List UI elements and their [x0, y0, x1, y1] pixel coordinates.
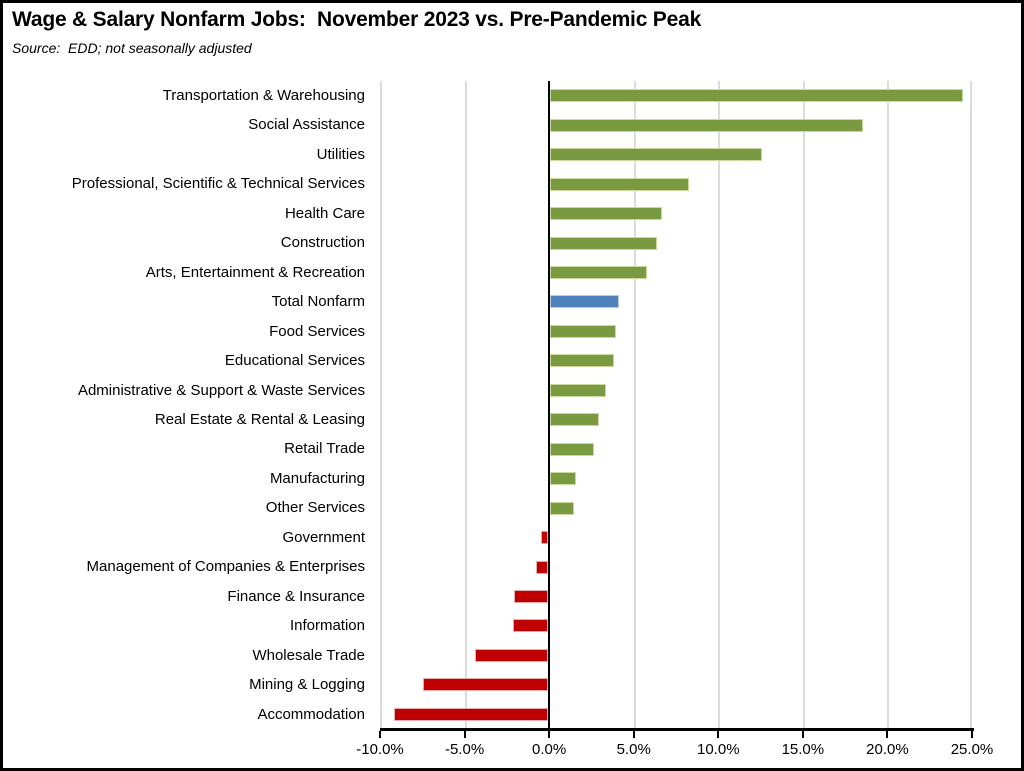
bar — [550, 265, 647, 279]
category-label: Information — [289, 617, 365, 635]
bar — [550, 207, 662, 221]
category-label: Construction — [280, 234, 365, 252]
x-axis-tick — [632, 731, 635, 738]
bar — [550, 324, 617, 338]
category-label: Government — [282, 528, 365, 546]
x-axis-tick — [379, 731, 381, 738]
gridline — [802, 81, 805, 729]
category-label: Health Care — [284, 204, 365, 222]
bar — [536, 560, 549, 574]
bar — [550, 501, 574, 515]
x-axis-tick — [971, 731, 973, 738]
bar — [550, 118, 864, 132]
x-axis-tick-label: 25.0% — [950, 741, 994, 758]
chart-title: Wage & Salary Nonfarm Jobs: November 202… — [12, 8, 702, 31]
category-label: Management of Companies & Enterprises — [86, 558, 365, 576]
plot-area — [380, 81, 972, 729]
x-axis-tick-label: -5.0% — [444, 741, 485, 758]
bar — [550, 236, 657, 250]
bar — [550, 472, 576, 486]
bar — [550, 295, 620, 309]
gridline — [718, 81, 721, 729]
bar — [550, 413, 600, 427]
x-axis-tick — [548, 731, 551, 738]
bar — [550, 383, 606, 397]
category-label: Mining & Logging — [249, 676, 365, 694]
bar — [550, 89, 963, 103]
category-label: Arts, Entertainment & Recreation — [145, 263, 365, 281]
category-label: Educational Services — [224, 352, 365, 370]
x-axis-tick-label: 0.0% — [532, 741, 567, 758]
bar — [541, 531, 549, 545]
x-axis-tick — [801, 731, 804, 738]
bar — [422, 678, 549, 692]
x-axis-tick — [463, 731, 466, 738]
zero-baseline — [548, 81, 551, 729]
category-label: Retail Trade — [284, 440, 365, 458]
category-axis-labels: Transportation & Warehousing Social Assis… — [3, 81, 365, 729]
category-label: Total Nonfarm — [271, 293, 365, 311]
x-axis-tick-label: 5.0% — [616, 741, 651, 758]
category-label: Wholesale Trade — [252, 646, 365, 664]
bar — [394, 707, 549, 721]
x-axis-line — [380, 728, 974, 731]
category-label: Professional, Scientific & Technical Ser… — [71, 175, 365, 193]
gridline — [464, 81, 467, 729]
x-axis-tick — [886, 731, 889, 738]
bar — [512, 619, 549, 633]
bar — [475, 648, 549, 662]
category-label: Real Estate & Rental & Leasing — [154, 411, 365, 428]
category-label: Administrative & Support & Waste Service… — [77, 381, 365, 399]
category-label: Other Services — [265, 499, 365, 517]
x-axis-tick-label: -10.0% — [356, 741, 404, 758]
x-axis-tick-label: 20.0% — [866, 741, 909, 758]
gridline — [970, 81, 972, 729]
chart-source-note: Source: EDD; not seasonally adjusted — [12, 40, 252, 56]
category-label: Transportation & Warehousing — [162, 87, 365, 104]
gridline — [380, 81, 382, 729]
bar — [550, 177, 689, 191]
gridline — [633, 81, 636, 729]
bar — [550, 148, 762, 162]
category-label: Utilities — [316, 145, 365, 163]
gridline — [887, 81, 890, 729]
x-axis-tick — [717, 731, 720, 738]
category-label: Accommodation — [257, 705, 365, 723]
category-label: Food Services — [269, 322, 365, 340]
bar — [550, 442, 595, 456]
category-label: Manufacturing — [269, 469, 365, 487]
category-label: Finance & Insurance — [227, 587, 365, 605]
bar — [550, 354, 615, 368]
category-label: Social Assistance — [248, 116, 365, 134]
x-axis-tick-label: 15.0% — [781, 741, 825, 758]
bar — [514, 589, 549, 603]
x-axis-tick-label: 10.0% — [697, 741, 740, 758]
